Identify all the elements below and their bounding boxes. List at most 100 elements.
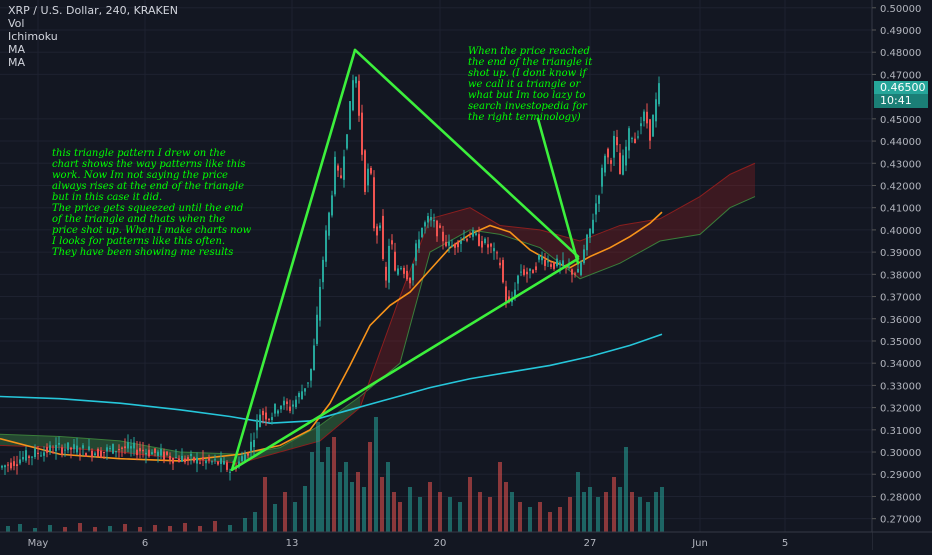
candle-body [592, 219, 594, 234]
indicator-vol[interactable]: Vol [8, 17, 25, 30]
candle-body [49, 445, 51, 452]
candle-body [478, 234, 480, 246]
triangle-drawing[interactable] [230, 48, 580, 472]
volume-bar [478, 492, 482, 532]
volume-bar [558, 507, 562, 532]
indicator-ma-1[interactable]: MA [8, 43, 26, 56]
candle-body [10, 462, 12, 469]
candle-body [214, 459, 216, 461]
time-tick-label: 20 [434, 538, 447, 549]
volume-bar [316, 422, 320, 532]
candle-body [124, 446, 126, 449]
candle-body [403, 267, 405, 274]
candle-body [397, 268, 399, 275]
candle-body [619, 152, 621, 175]
candle-body [106, 447, 108, 452]
volume-bar [624, 447, 628, 532]
volume-bar [604, 492, 608, 532]
candle-body [583, 249, 585, 264]
time-axis[interactable]: May 6 13 20 27 Jun 5 [0, 531, 932, 550]
volume-bar [123, 524, 127, 532]
cloud-segment [320, 396, 360, 441]
indicator-ichimoku[interactable]: Ichimoku [8, 30, 58, 43]
candle-body [607, 148, 609, 158]
candle-body [526, 271, 528, 275]
candle-body [13, 461, 15, 466]
candle-body [7, 464, 9, 466]
volume-bar [468, 477, 472, 532]
candle-body [328, 212, 330, 236]
candle-body [313, 345, 315, 371]
candle-body [499, 262, 501, 266]
volume-bar [596, 497, 600, 532]
annotation-left[interactable]: this triangle pattern I drew on the char… [52, 148, 252, 258]
candle-body [187, 457, 189, 460]
candle-body [418, 239, 420, 249]
candle-body [463, 236, 465, 238]
candle-body [622, 155, 624, 175]
volume-bar [6, 526, 10, 532]
annotation-right[interactable]: When the price reached the end of the tr… [468, 46, 593, 123]
time-tick-label: 13 [286, 538, 299, 549]
candle-body [631, 138, 633, 140]
volume-bar [458, 502, 462, 532]
volume-bars [6, 417, 664, 532]
candle-body [460, 240, 462, 244]
volume-bar [504, 482, 508, 532]
candle-body [340, 175, 342, 178]
price-tick-label: 0.30000 [880, 448, 921, 459]
candle-body [532, 270, 534, 274]
candle-body [160, 449, 162, 456]
volume-bar [63, 527, 67, 532]
candle-body [76, 445, 78, 453]
volume-bar [538, 502, 542, 532]
candle-body [148, 449, 150, 457]
candle-body [145, 452, 147, 455]
candle-body [337, 165, 339, 171]
candle-body [169, 455, 171, 460]
candle-body [331, 195, 333, 216]
candle-body [301, 391, 303, 400]
candle-body [433, 220, 435, 222]
candle-body [226, 462, 228, 470]
cloud-segment [280, 425, 320, 453]
candle-body [571, 269, 573, 275]
last-price-tag: 0.46500 [874, 81, 928, 95]
candle-body [283, 400, 285, 406]
indicator-ma-2[interactable]: MA [8, 56, 26, 69]
candle-body [406, 270, 408, 280]
candle-body [448, 241, 450, 246]
candle-body [652, 115, 654, 137]
candle-body [16, 464, 18, 467]
price-tick-label: 0.47000 [880, 70, 921, 81]
candle-body [598, 195, 600, 204]
volume-bar [612, 477, 616, 532]
price-tick-label: 0.38000 [880, 270, 921, 281]
candle-body [541, 256, 543, 261]
candle-body [355, 76, 357, 84]
volume-bar [228, 525, 232, 532]
candle-body [379, 225, 381, 229]
candle-body [364, 150, 366, 192]
price-tick-label: 0.40000 [880, 226, 921, 237]
candle-body [262, 410, 264, 416]
candle-body [181, 455, 183, 462]
candle-body [595, 203, 597, 215]
candle-body [442, 231, 444, 242]
candle-body [139, 448, 141, 452]
symbol-title[interactable]: XRP / U.S. Dollar, 240, KRAKEN [8, 4, 178, 17]
volume-bar [528, 507, 532, 532]
volume-bar [498, 462, 502, 532]
candle-body [298, 393, 300, 398]
candle-body [580, 262, 582, 276]
volume-bar [582, 492, 586, 532]
candle-body [538, 254, 540, 260]
candle-body [601, 167, 603, 187]
candle-body [523, 269, 525, 275]
candle-body [316, 314, 318, 344]
volume-bar [33, 528, 37, 532]
candle-body [196, 457, 198, 464]
volume-bar [618, 487, 622, 532]
candle-body [121, 447, 123, 449]
